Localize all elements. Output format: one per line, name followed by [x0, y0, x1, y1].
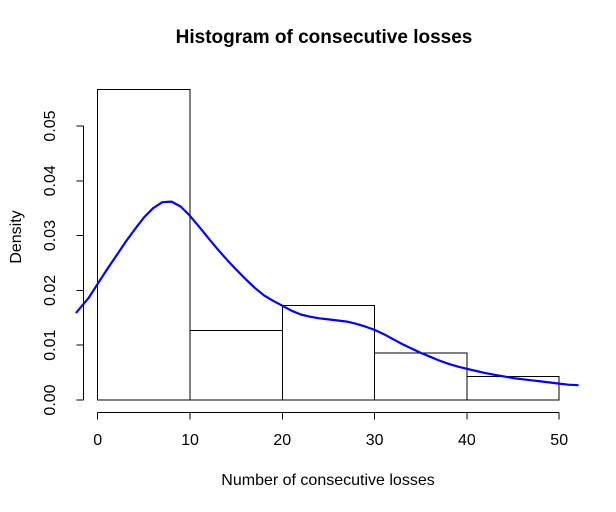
x-tick-label: 0 [93, 432, 102, 449]
histogram-bar [97, 88, 191, 401]
x-tick-label: 20 [273, 432, 291, 449]
y-tick-label: 0.02 [42, 275, 59, 306]
chart-title: Histogram of consecutive losses [176, 27, 473, 48]
y-axis-label: Density [8, 210, 25, 263]
density-curve [75, 200, 579, 387]
histogram-bar [374, 352, 468, 401]
y-tick-label: 0.05 [42, 110, 59, 141]
y-tick-label: 0.00 [42, 384, 59, 415]
x-tick-label: 40 [458, 432, 476, 449]
x-tick-label: 30 [366, 432, 384, 449]
y-tick-label: 0.04 [42, 165, 59, 196]
histogram-bar [466, 375, 560, 401]
x-axis-label: Number of consecutive losses [221, 472, 434, 489]
x-tick-label: 50 [550, 432, 568, 449]
plot-content: 0.00 0.01 0.02 0.03 0.04 0.05 0 10 20 30 40 50 [42, 88, 579, 449]
histogram-bar [189, 329, 283, 401]
x-tick-label: 10 [181, 432, 199, 449]
y-tick-label: 0.03 [42, 220, 59, 251]
y-tick-label: 0.01 [42, 330, 59, 361]
